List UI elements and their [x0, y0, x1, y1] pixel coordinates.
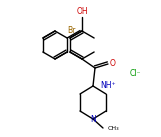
- Text: O: O: [110, 59, 116, 68]
- Text: NH⁺: NH⁺: [100, 81, 116, 89]
- Text: Cl⁻: Cl⁻: [129, 69, 141, 79]
- Text: CH₃: CH₃: [108, 126, 120, 132]
- Text: Br: Br: [68, 26, 76, 35]
- Text: N: N: [90, 115, 96, 125]
- Text: OH: OH: [76, 8, 88, 16]
